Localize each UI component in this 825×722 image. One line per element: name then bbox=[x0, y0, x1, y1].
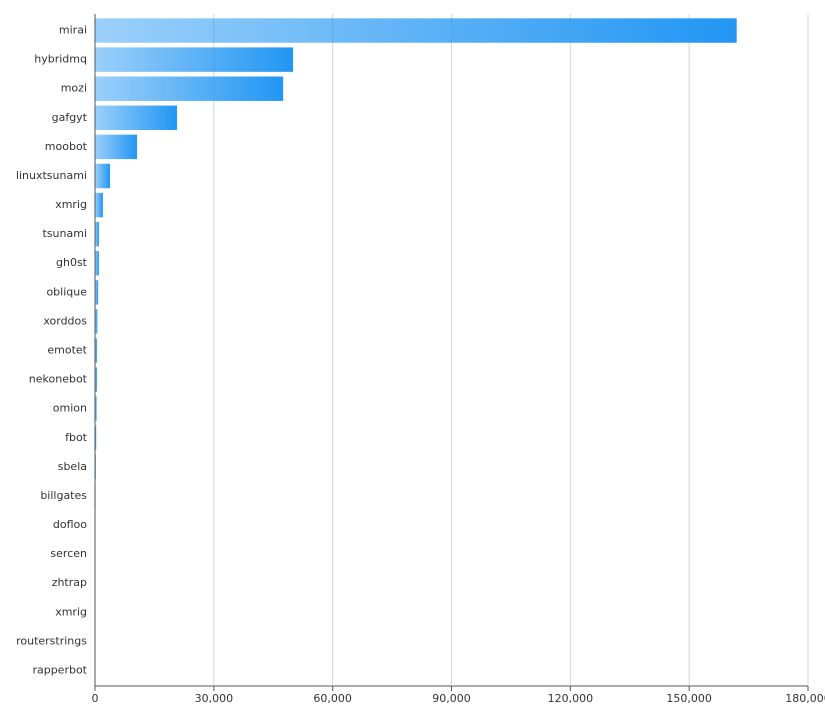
bar bbox=[95, 338, 97, 363]
y-tick-label: xorddos bbox=[43, 314, 87, 327]
bar bbox=[95, 251, 99, 276]
bar bbox=[95, 309, 98, 334]
bar bbox=[95, 47, 294, 72]
x-tick-label: 180,000 bbox=[785, 692, 825, 705]
y-tick-label: xmrig bbox=[55, 605, 87, 618]
y-tick-label: emotet bbox=[47, 344, 87, 357]
y-tick-label: hybridmq bbox=[34, 53, 87, 66]
y-tick-label: fbot bbox=[65, 431, 88, 444]
bar bbox=[95, 18, 737, 43]
y-tick-label: oblique bbox=[46, 285, 87, 298]
bar bbox=[95, 76, 284, 101]
y-tick-label: routerstrings bbox=[16, 634, 87, 647]
x-tick-label: 60,000 bbox=[313, 692, 352, 705]
y-tick-label: nekonebot bbox=[29, 373, 88, 386]
bar bbox=[95, 280, 99, 305]
y-tick-label: omion bbox=[53, 402, 87, 415]
bar bbox=[95, 221, 99, 247]
x-tick-label: 90,000 bbox=[432, 692, 471, 705]
x-tick-label: 120,000 bbox=[548, 692, 594, 705]
bar bbox=[95, 425, 97, 450]
grid bbox=[94, 14, 809, 685]
y-tick-label: dofloo bbox=[53, 518, 87, 531]
y-tick-label: mozi bbox=[61, 82, 87, 95]
y-tick-label: moobot bbox=[45, 140, 88, 153]
bar bbox=[95, 134, 137, 160]
bars bbox=[95, 18, 737, 683]
labels: 0 30,000 60,000 90,000 120,000 150,000 180,000… bbox=[16, 24, 825, 705]
y-tick-label: xmrig bbox=[55, 198, 87, 211]
bar bbox=[95, 396, 97, 421]
y-tick-label: gafgyt bbox=[52, 111, 88, 124]
y-tick-label: tsunami bbox=[43, 227, 88, 240]
x-tick-label: 0 bbox=[92, 692, 99, 705]
bar bbox=[95, 105, 177, 131]
y-tick-label: billgates bbox=[40, 489, 87, 502]
y-tick-label: sercen bbox=[50, 547, 87, 560]
y-tick-label: rapperbot bbox=[32, 663, 87, 676]
x-tick-label: 150,000 bbox=[666, 692, 712, 705]
bar bbox=[95, 163, 111, 189]
y-tick-label: sbela bbox=[58, 460, 87, 473]
y-tick-label: gh0st bbox=[56, 256, 88, 269]
y-tick-label: mirai bbox=[59, 24, 87, 37]
x-tick-label: 30,000 bbox=[195, 692, 234, 705]
bar bbox=[95, 192, 103, 218]
y-tick-label: zhtrap bbox=[52, 576, 87, 589]
bar bbox=[95, 367, 97, 392]
y-tick-label: linuxtsunami bbox=[16, 169, 87, 182]
